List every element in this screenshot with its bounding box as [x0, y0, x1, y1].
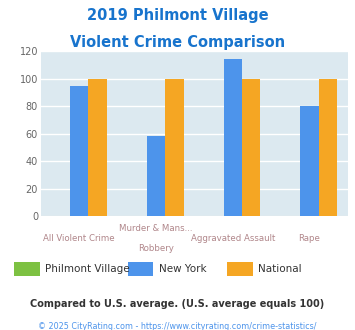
Text: Compared to U.S. average. (U.S. average equals 100): Compared to U.S. average. (U.S. average …	[31, 299, 324, 309]
Text: Philmont Village: Philmont Village	[45, 264, 130, 274]
Text: New York: New York	[159, 264, 206, 274]
Text: All Violent Crime: All Violent Crime	[43, 234, 115, 243]
Bar	[242, 79, 260, 216]
Bar	[88, 79, 107, 216]
Text: Aggravated Assault: Aggravated Assault	[191, 234, 275, 243]
Text: Rape: Rape	[299, 234, 321, 243]
Text: Robbery: Robbery	[138, 244, 174, 253]
Bar	[224, 59, 242, 216]
Text: National: National	[258, 264, 302, 274]
Text: Murder & Mans...: Murder & Mans...	[119, 224, 193, 233]
Bar	[319, 79, 337, 216]
Bar	[165, 79, 184, 216]
Bar	[300, 106, 319, 216]
Bar	[147, 136, 165, 216]
Text: © 2025 CityRating.com - https://www.cityrating.com/crime-statistics/: © 2025 CityRating.com - https://www.city…	[38, 322, 317, 330]
Bar	[70, 85, 88, 216]
Text: Violent Crime Comparison: Violent Crime Comparison	[70, 35, 285, 50]
Text: 2019 Philmont Village: 2019 Philmont Village	[87, 8, 268, 23]
